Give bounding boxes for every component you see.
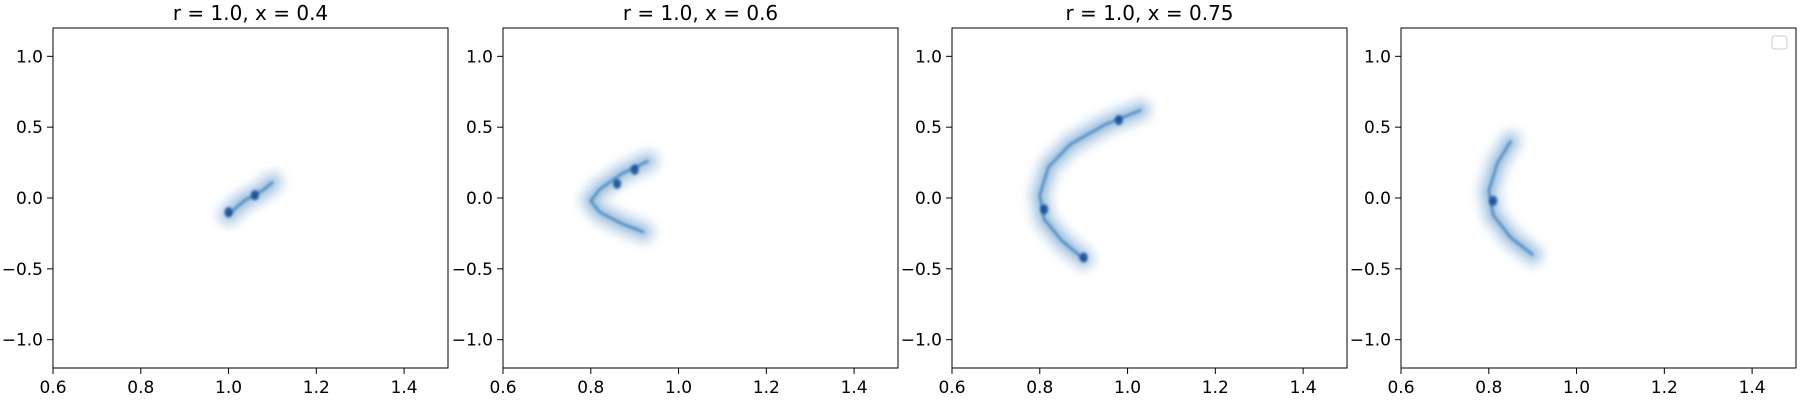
density-plot bbox=[1475, 128, 1546, 268]
density-plot bbox=[577, 148, 661, 245]
x-tick-label: 1.2 bbox=[753, 378, 780, 398]
y-tick-label: −0.5 bbox=[901, 260, 942, 280]
density-peak bbox=[1114, 115, 1123, 126]
y-tick-label: −0.5 bbox=[452, 260, 493, 280]
y-tick-label: 0.0 bbox=[1364, 189, 1391, 209]
y-tick-label: −1.0 bbox=[1350, 331, 1391, 351]
density-core bbox=[589, 160, 649, 234]
x-tick-label: 0.8 bbox=[127, 378, 154, 398]
x-tick-label: 1.2 bbox=[1651, 378, 1678, 398]
y-tick-label: 0.5 bbox=[915, 118, 942, 138]
x-tick-label: 1.4 bbox=[1739, 378, 1766, 398]
y-tick-label: 0.0 bbox=[915, 189, 942, 209]
x-tick-label: 1.0 bbox=[1563, 378, 1590, 398]
chart-panel-2: 0.6 0.8 1.0 1.2 1.4 1.0 0.5 0.0 −0.5 −1.0 r = 1.0,… bbox=[452, 1, 899, 398]
y-tick-label: 1.0 bbox=[16, 47, 43, 67]
density-plot bbox=[215, 169, 286, 228]
x-tick-label: 1.2 bbox=[1202, 378, 1229, 398]
density-peak bbox=[1040, 204, 1049, 215]
axes-frame bbox=[502, 27, 899, 369]
y-tick-label: −0.5 bbox=[1350, 260, 1391, 280]
x-tick-label: 0.6 bbox=[938, 378, 965, 398]
density-peak bbox=[1079, 252, 1088, 263]
y-tick-label: 0.5 bbox=[16, 118, 43, 138]
y-tick-label: 0.0 bbox=[466, 189, 493, 209]
density-core bbox=[1038, 109, 1142, 261]
chart-panel-3: 0.6 0.8 1.0 1.2 1.4 1.0 0.5 0.0 −0.5 −1.0 r = 1.0,… bbox=[901, 1, 1348, 398]
x-tick-label: 1.2 bbox=[303, 378, 330, 398]
y-tick-label: −1.0 bbox=[2, 331, 43, 351]
chart-title: r = 1.0, x = 0.75 bbox=[1065, 1, 1233, 25]
density-peak bbox=[250, 190, 259, 201]
y-tick-label: 1.0 bbox=[466, 47, 493, 67]
x-tick-label: 1.0 bbox=[1114, 378, 1141, 398]
y-tick-label: −0.5 bbox=[2, 260, 43, 280]
density-plot bbox=[1026, 97, 1154, 272]
x-tick-label: 1.4 bbox=[841, 378, 868, 398]
y-tick-label: 0.0 bbox=[16, 189, 43, 209]
x-tick-label: 0.8 bbox=[1026, 378, 1053, 398]
y-tick-label: −1.0 bbox=[452, 331, 493, 351]
density-peak bbox=[630, 164, 639, 175]
chart-panel-1: 0.6 0.8 1.0 1.2 1.4 1.0 0.5 0.0 −0.5 −1.0 r = 1.0,… bbox=[2, 1, 449, 398]
x-tick-label: 1.4 bbox=[1290, 378, 1317, 398]
x-tick-label: 1.0 bbox=[665, 378, 692, 398]
x-tick-label: 0.6 bbox=[39, 378, 66, 398]
density-peak bbox=[1489, 195, 1498, 206]
chart-panel-4: 0.6 0.8 1.0 1.2 1.4 1.0 0.5 0.0 −0.5 −1.0 bbox=[1350, 27, 1797, 398]
x-tick-label: 1.0 bbox=[215, 378, 242, 398]
y-tick-label: 1.0 bbox=[915, 47, 942, 67]
y-tick-label: −1.0 bbox=[901, 331, 942, 351]
axes-frame bbox=[1400, 27, 1797, 369]
density-peak bbox=[613, 178, 622, 189]
chart-title: r = 1.0, x = 0.4 bbox=[173, 1, 328, 25]
x-tick-label: 0.8 bbox=[1475, 378, 1502, 398]
chart-title: r = 1.0, x = 0.6 bbox=[623, 1, 778, 25]
y-tick-label: 0.5 bbox=[466, 118, 493, 138]
y-tick-label: 1.0 bbox=[1364, 47, 1391, 67]
density-peak bbox=[224, 207, 233, 218]
x-tick-label: 0.6 bbox=[489, 378, 516, 398]
axes-frame bbox=[951, 27, 1348, 369]
y-tick-label: 0.5 bbox=[1364, 118, 1391, 138]
x-tick-label: 0.6 bbox=[1387, 378, 1414, 398]
x-tick-label: 0.8 bbox=[577, 378, 604, 398]
density-core bbox=[227, 181, 274, 217]
legend-box bbox=[1771, 35, 1788, 50]
x-tick-label: 1.4 bbox=[391, 378, 418, 398]
